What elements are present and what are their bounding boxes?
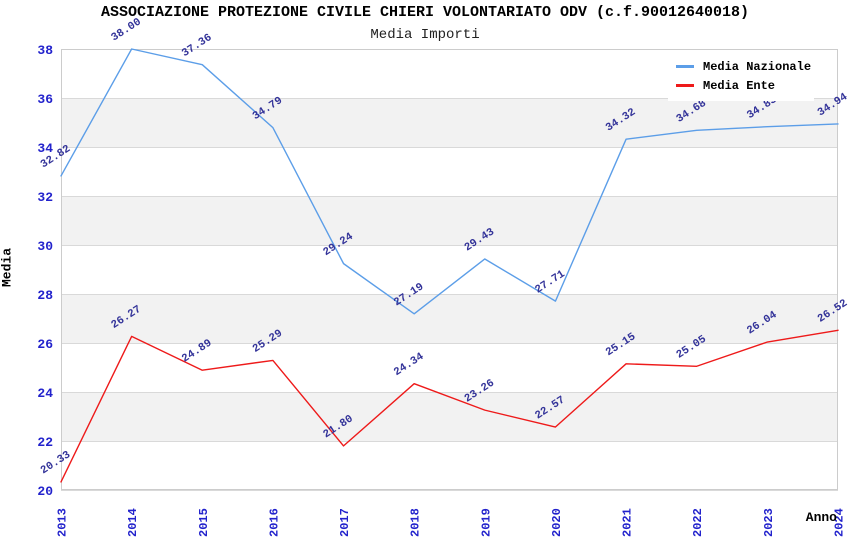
y-tick-label: 26 bbox=[37, 337, 53, 352]
legend: Media Nazionale Media Ente bbox=[668, 51, 814, 101]
plot-border bbox=[61, 49, 838, 490]
legend-item-media-ente: Media Ente bbox=[676, 76, 814, 95]
line-swatch-icon bbox=[676, 84, 694, 87]
x-axis-title: Anno bbox=[805, 510, 837, 525]
x-tick-label: 2019 bbox=[479, 508, 493, 537]
y-tick-label: 28 bbox=[37, 288, 53, 303]
plot-band bbox=[61, 392, 838, 441]
x-tick-label: 2017 bbox=[338, 508, 352, 537]
x-tick-label: 2023 bbox=[762, 508, 776, 537]
x-tick-label: 2013 bbox=[56, 508, 70, 537]
x-tick-label: 2016 bbox=[267, 508, 281, 537]
data-point-label: 27.71 bbox=[533, 268, 568, 296]
x-tick-label: 2022 bbox=[691, 508, 705, 537]
x-tick-label: 2021 bbox=[621, 508, 635, 537]
y-tick-label: 30 bbox=[37, 239, 53, 254]
y-tick-label: 32 bbox=[37, 190, 53, 205]
x-tick-label: 2018 bbox=[409, 508, 423, 537]
x-tick-label: 2024 bbox=[833, 508, 847, 537]
y-tick-label: 20 bbox=[37, 484, 53, 499]
y-axis-title: Media bbox=[0, 248, 15, 288]
legend-label: Media Nazionale bbox=[703, 59, 812, 74]
plot-band bbox=[61, 294, 838, 343]
y-tick-label: 24 bbox=[37, 386, 53, 401]
y-tick-label: 36 bbox=[37, 92, 53, 107]
legend-item-media-nazionale: Media Nazionale bbox=[676, 57, 814, 76]
plot-band bbox=[61, 196, 838, 245]
x-tick-label: 2015 bbox=[197, 508, 211, 537]
data-point-label: 24.34 bbox=[392, 351, 427, 379]
x-tick-label: 2020 bbox=[550, 508, 564, 537]
y-tick-label: 34 bbox=[37, 141, 53, 156]
series-line-media-ente bbox=[60, 329, 839, 483]
x-tick-label: 2014 bbox=[126, 508, 140, 537]
chart-subtitle: Media Importi bbox=[370, 27, 480, 43]
y-tick-label: 22 bbox=[37, 435, 53, 450]
series-line-media-nazionale bbox=[60, 48, 839, 315]
y-tick-label: 38 bbox=[37, 43, 53, 58]
line-swatch-icon bbox=[676, 65, 694, 68]
plot-band bbox=[61, 98, 838, 147]
data-point-label: 20.33 bbox=[39, 449, 74, 477]
legend-label: Media Ente bbox=[703, 78, 776, 93]
chart-title: ASSOCIAZIONE PROTEZIONE CIVILE CHIERI VO… bbox=[100, 4, 750, 21]
